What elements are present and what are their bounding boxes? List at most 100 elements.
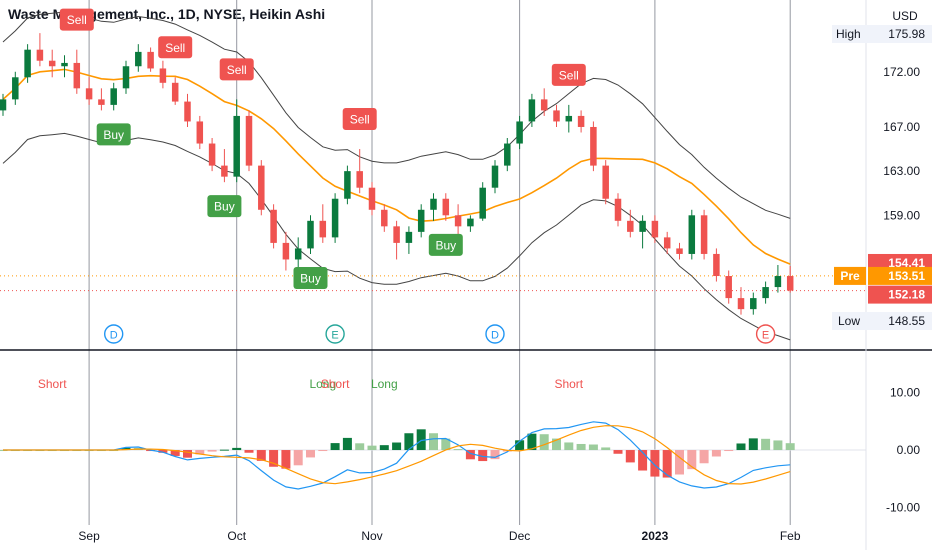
histogram-bar — [318, 450, 328, 452]
histogram-bar — [429, 433, 438, 451]
candle-body — [417, 209, 425, 232]
histogram-bar — [219, 449, 229, 451]
histogram-bar — [515, 440, 525, 451]
low-label: Low — [838, 314, 860, 328]
y-tick-label-sub: 0.00 — [897, 443, 921, 457]
histogram-bar — [687, 450, 697, 470]
pre-label-bg — [834, 266, 866, 285]
buy-label: Buy — [214, 200, 235, 214]
histogram-bar — [207, 450, 217, 452]
candle-body — [454, 215, 462, 227]
y-tick-label-sub: -10.00 — [886, 501, 920, 515]
event-marker — [103, 324, 124, 344]
sell-label-bg — [551, 63, 586, 86]
buy-label-bg — [96, 123, 131, 146]
upper-price-badge: 154.41 — [888, 256, 925, 270]
candle-body — [405, 231, 413, 243]
histogram-bar — [675, 450, 684, 475]
lower-price-badge: 152.18 — [888, 288, 925, 302]
candle-body — [110, 88, 117, 105]
candle-body — [171, 82, 179, 102]
histogram-bar — [552, 438, 561, 451]
histogram-bar — [232, 447, 242, 451]
currency-label: USD — [892, 9, 918, 23]
candle-body — [651, 220, 659, 238]
candle-body — [85, 88, 93, 100]
histogram-bar — [269, 450, 279, 467]
candle-body — [663, 237, 671, 249]
x-tick-label: Dec — [509, 529, 530, 543]
sell-label-bg — [219, 58, 254, 81]
histogram-bar — [330, 443, 340, 451]
candle-body — [208, 143, 216, 166]
candle-body — [73, 62, 81, 89]
candle-body — [245, 115, 253, 166]
candle-body — [565, 115, 573, 122]
sell-label: Sell — [227, 63, 247, 77]
upper-band — [2, 11, 791, 219]
buy-label-bg — [293, 266, 328, 289]
histogram-bar — [650, 450, 660, 477]
candle-body — [258, 165, 265, 210]
histogram-bar — [453, 449, 463, 451]
candle-body — [12, 77, 19, 100]
candle-body — [786, 276, 794, 291]
candle-body — [381, 209, 388, 227]
candle-body — [221, 165, 228, 177]
sell-label: Sell — [165, 41, 185, 55]
candle-body — [159, 68, 167, 83]
histogram-bar — [613, 450, 623, 454]
candle-body — [713, 253, 720, 277]
low-value: 148.55 — [888, 314, 925, 328]
histogram-bar — [170, 450, 180, 456]
candle-body — [307, 220, 314, 249]
histogram-bar — [367, 445, 377, 451]
histogram-bar — [478, 450, 488, 462]
sell-label: Sell — [350, 113, 370, 127]
candle-body — [516, 121, 523, 144]
candle-body — [36, 49, 44, 61]
candle-body — [0, 99, 7, 111]
histogram-bar — [306, 450, 315, 458]
short-signal: Short — [38, 377, 67, 391]
y-tick-label: 172.00 — [883, 65, 920, 79]
candle-body — [676, 248, 683, 254]
histogram-bar — [195, 450, 205, 455]
histogram-bar — [355, 443, 365, 451]
candle-body — [196, 121, 204, 144]
y-tick-label: 159.00 — [883, 208, 920, 222]
histogram-bar — [773, 440, 783, 451]
event-marker-label: D — [110, 330, 118, 342]
short-signal: Short — [321, 377, 350, 391]
buy-label: Buy — [435, 238, 456, 252]
candle-body — [233, 115, 240, 177]
candle-body — [577, 115, 585, 127]
high-label-bg — [832, 25, 932, 43]
histogram-bar — [392, 442, 402, 451]
candle-body — [356, 171, 363, 188]
histogram-bar — [601, 447, 611, 451]
candle-body — [504, 143, 511, 166]
candle-body — [602, 165, 609, 199]
pre-value-badge: 153.51 — [888, 269, 925, 283]
candle-body — [639, 220, 646, 232]
histogram-bar — [441, 438, 451, 451]
histogram-bar — [490, 450, 500, 460]
candle-body — [368, 187, 376, 210]
candle-body — [491, 165, 499, 188]
sell-label: Sell — [559, 68, 579, 82]
event-marker — [755, 324, 776, 344]
histogram-bar — [539, 434, 549, 451]
long-signal: Long — [309, 377, 336, 391]
candle-body — [688, 215, 696, 254]
buy-label-bg — [428, 233, 463, 256]
histogram-bar — [527, 433, 537, 451]
candle-body — [135, 51, 142, 67]
event-marker — [485, 324, 505, 344]
histogram-bar — [638, 450, 648, 471]
histogram-bar — [281, 450, 291, 469]
candle-body — [479, 187, 486, 219]
candle-body — [344, 171, 351, 199]
candle-body — [614, 198, 622, 221]
